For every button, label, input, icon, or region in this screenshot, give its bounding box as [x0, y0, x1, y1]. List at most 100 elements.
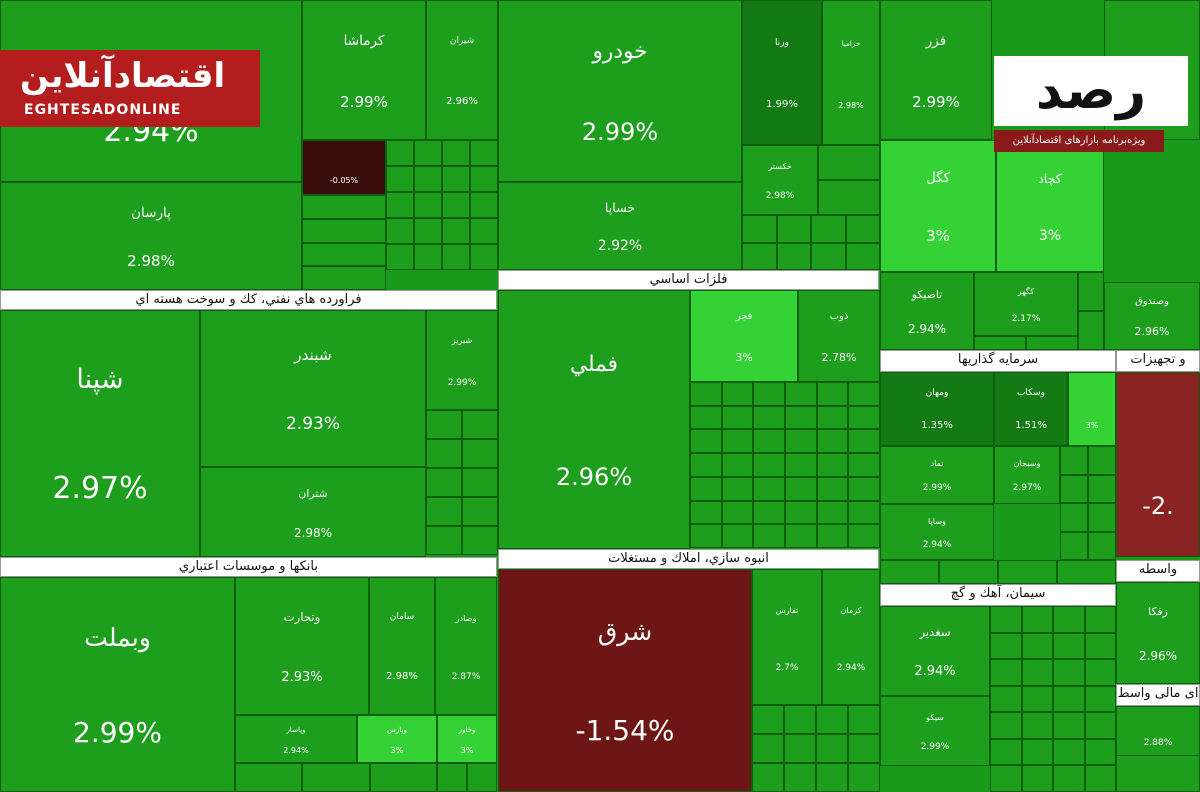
- small-tile: [1088, 503, 1116, 532]
- stock-change: 2.96%: [555, 463, 633, 492]
- small-tile: [442, 218, 470, 244]
- small-tile: [721, 429, 754, 454]
- small-tile: [721, 405, 754, 430]
- small-tile: [1084, 659, 1116, 686]
- stock-change: 2.98%: [293, 525, 333, 540]
- small-tile: [753, 453, 785, 477]
- stock-change: 2.94%: [283, 745, 309, 755]
- stock-symbol: وتجارت: [283, 610, 321, 625]
- small-tile: [990, 632, 1022, 660]
- sector-header: بانكها و موسسات اعتباري: [0, 557, 497, 577]
- small-tile: [426, 497, 462, 526]
- stock-tile: خساپا 2.92%: [498, 182, 742, 270]
- small-tile: [784, 734, 816, 763]
- small-tile: [845, 242, 880, 270]
- sector-header: واسطه: [1116, 560, 1200, 582]
- stock-symbol: ذوب: [829, 310, 849, 322]
- stock-tile: خزامیا 2.98%: [822, 0, 880, 145]
- stock-tile: خکستر 2.98%: [742, 145, 818, 215]
- small-tile: [776, 242, 811, 270]
- small-tile: [414, 140, 442, 166]
- stock-tile: ذوب 2.78%: [798, 290, 880, 382]
- stock-change: 2.99%: [922, 483, 952, 494]
- small-tile: [462, 526, 498, 555]
- small-tile: [470, 140, 498, 166]
- small-tile: [1053, 765, 1085, 792]
- small-tile: [690, 429, 722, 454]
- small-tile: [690, 382, 722, 406]
- stock-change: -1.54%: [575, 713, 675, 747]
- sector-header: انبوه سازي، املاك و مستغلات: [498, 549, 879, 569]
- small-tile: [1021, 738, 1053, 766]
- small-tile: [386, 244, 414, 270]
- small-tile: [752, 705, 784, 734]
- small-tile: [721, 382, 754, 406]
- small-tile: [386, 192, 414, 218]
- stock-symbol: شبندر: [294, 346, 332, 365]
- stock-symbol: شیران: [449, 36, 475, 46]
- small-tile: [1088, 531, 1116, 560]
- small-tile: [690, 405, 722, 430]
- stock-tile: نماد 2.99%: [880, 446, 994, 504]
- logo-right: رصد ویژه‌برنامه بازارهای اقتصادآنلاین: [994, 56, 1188, 156]
- sector-header: فراورده هاي نفتي، كك و سوخت هسته اي: [0, 290, 497, 310]
- stock-change: 2.99%: [912, 92, 960, 111]
- small-tile: [990, 765, 1022, 792]
- stock-tile: وبملت 2.99%: [0, 577, 235, 792]
- stock-tile: -2.: [1116, 372, 1200, 557]
- stock-tile: ومهان 1.35%: [880, 372, 994, 446]
- small-tile: [848, 476, 880, 501]
- small-tile: [470, 166, 498, 192]
- small-tile: [1026, 336, 1078, 350]
- stock-change: 2.87%: [451, 671, 481, 682]
- small-tile: [816, 476, 849, 501]
- small-tile: [848, 405, 880, 430]
- small-tile: [816, 763, 848, 792]
- stock-change: 3%: [926, 227, 950, 246]
- small-tile: [848, 524, 880, 548]
- small-tile: [784, 705, 816, 734]
- stock-change: 2.93%: [285, 413, 340, 434]
- stock-tile: وصندوق 2.96%: [1104, 282, 1200, 350]
- small-tile: [816, 500, 849, 525]
- small-tile: [462, 439, 498, 468]
- stock-symbol: فجر: [735, 310, 753, 322]
- stock-tile: وصادر 2.87%: [435, 577, 497, 715]
- stock-symbol: وساپا: [928, 515, 946, 526]
- stock-change: 3%: [1038, 227, 1062, 244]
- small-tile: [880, 560, 939, 584]
- stock-tile: تفارس 2.7%: [752, 569, 822, 705]
- small-tile: [470, 244, 498, 270]
- stock-symbol: کگل: [925, 170, 951, 187]
- stock-symbol: وصادر: [455, 613, 477, 624]
- stock-tile: تاصیکو 2.94%: [880, 272, 974, 350]
- small-tile: [442, 244, 470, 270]
- stock-symbol: کچاد: [1038, 170, 1062, 186]
- small-tile: [848, 382, 880, 406]
- stock-tile: وپارس 3%: [357, 715, 437, 763]
- small-tile: [848, 429, 880, 454]
- small-tile: [1053, 659, 1085, 686]
- stock-tile: ورنا 1.99%: [742, 0, 822, 145]
- stock-change: 1.99%: [766, 99, 798, 111]
- stock-symbol: ومهان: [925, 388, 949, 399]
- stock-change: 2.92%: [597, 237, 643, 254]
- small-tile: [235, 763, 303, 792]
- stock-symbol: وسبحان: [1013, 458, 1041, 469]
- stock-symbol: شرق: [597, 617, 653, 647]
- stock-tile: وسکاب 1.51%: [994, 372, 1068, 446]
- small-tile: [462, 410, 498, 439]
- stock-symbol: ورنا: [775, 37, 789, 48]
- small-tile: [426, 526, 462, 555]
- stock-tile: شپنا 2.97%: [0, 310, 200, 557]
- small-tile: [721, 453, 754, 477]
- small-tile: [848, 500, 880, 525]
- stock-change: 2.17%: [1011, 313, 1041, 324]
- small-tile: [467, 763, 497, 792]
- small-tile: [753, 405, 785, 430]
- small-tile: [785, 429, 817, 454]
- small-tile: [414, 192, 442, 218]
- small-tile: [848, 705, 880, 734]
- small-tile: [816, 405, 849, 430]
